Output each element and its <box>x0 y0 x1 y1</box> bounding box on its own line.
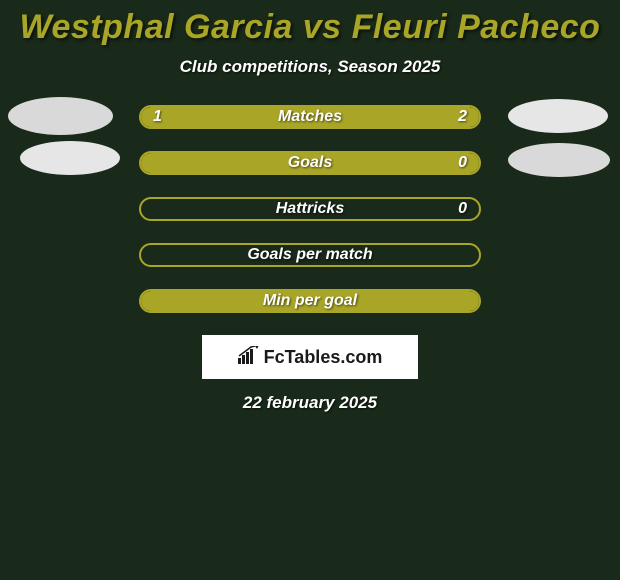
stat-label: Goals per match <box>141 246 479 264</box>
logo-box: FcTables.com <box>202 335 418 379</box>
stat-row: 12Matches <box>0 105 620 129</box>
stat-bar: Goals per match <box>139 243 481 267</box>
chart-icon <box>238 346 260 369</box>
stat-bar: 0Hattricks <box>139 197 481 221</box>
stat-label: Min per goal <box>141 292 479 310</box>
stat-label: Goals <box>141 154 479 172</box>
stat-label: Hattricks <box>141 200 479 218</box>
site-logo: FcTables.com <box>238 346 383 369</box>
stat-label: Matches <box>141 108 479 126</box>
stat-bar: 12Matches <box>139 105 481 129</box>
stat-row: Min per goal <box>0 289 620 313</box>
subtitle: Club competitions, Season 2025 <box>0 57 620 77</box>
comparison-chart: 12Matches 0Goals 0Hattricks Goals per match… <box>0 105 620 413</box>
logo-text: FcTables.com <box>264 347 383 368</box>
date-label: 22 february 2025 <box>0 393 620 413</box>
stat-bar: Min per goal <box>139 289 481 313</box>
stat-row: 0Hattricks <box>0 197 620 221</box>
stat-row: Goals per match <box>0 243 620 267</box>
stat-row: 0Goals <box>0 151 620 175</box>
page-title: Westphal Garcia vs Fleuri Pacheco <box>0 0 620 47</box>
stat-bar: 0Goals <box>139 151 481 175</box>
